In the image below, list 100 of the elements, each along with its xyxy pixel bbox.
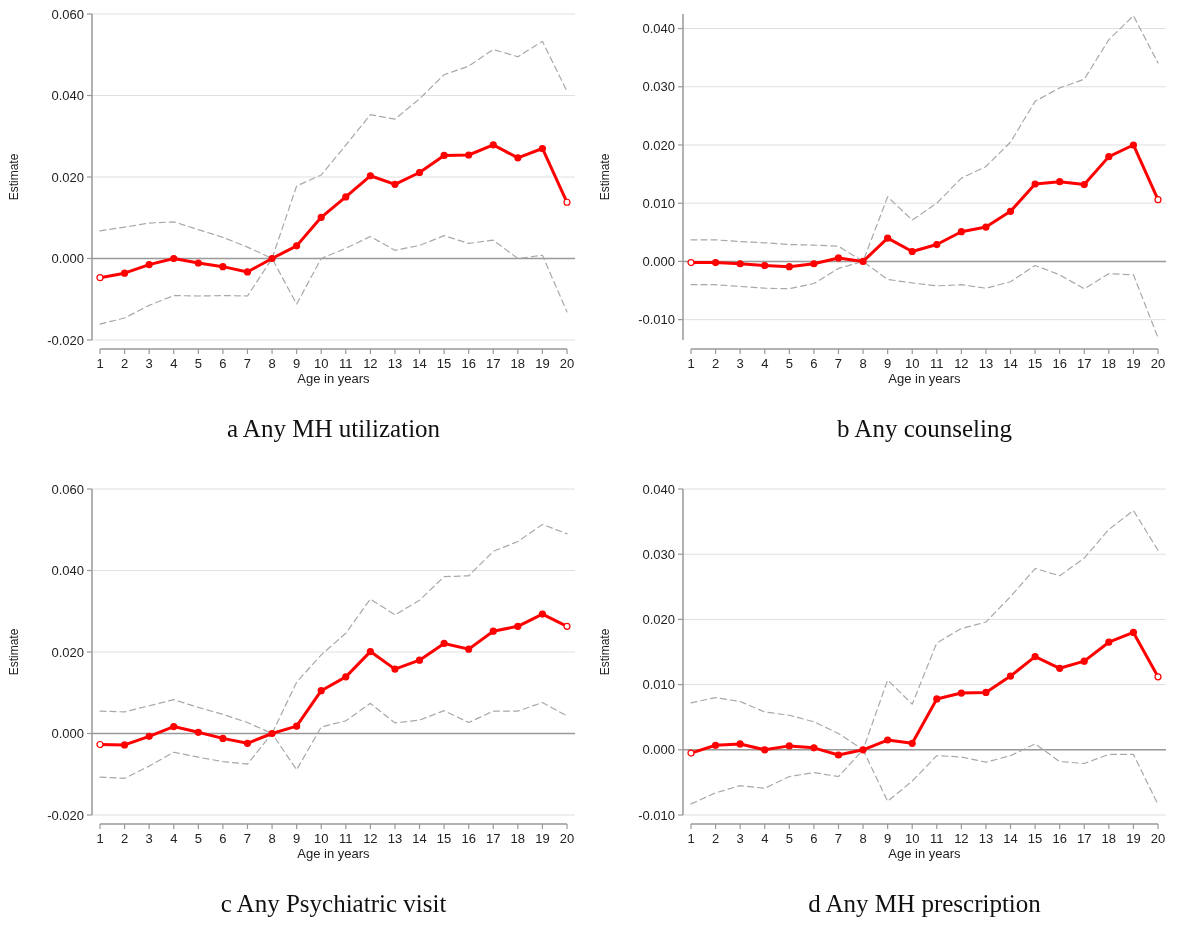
point [884,234,892,242]
y-tick-label: 0.000 [642,253,675,269]
x-tick-label: 20 [1150,831,1166,846]
x-tick-label: 1 [96,831,104,846]
point [415,168,424,177]
x-tick-label: 20 [559,356,575,371]
y-axis-title: Estimate [598,628,612,676]
point [342,673,350,681]
point [1154,673,1162,681]
x-tick-label: 17 [1077,356,1092,371]
x-tick-label: 15 [436,356,452,371]
x-tick-label: 8 [268,831,276,846]
point [1129,141,1138,149]
y-tick-label: 0.030 [642,79,675,95]
x-axis-title: Age in years [888,371,962,386]
point [1031,652,1039,661]
x-tick-label: 2 [120,831,129,846]
x-tick-label: 12 [954,356,969,371]
point [219,263,227,271]
x-tick-label: 8 [268,356,276,371]
x-tick-label: 8 [859,831,867,846]
point [96,740,104,749]
x-tick-label: 12 [363,356,378,371]
x-tick-label: 14 [412,356,427,371]
x-tick-label: 7 [243,831,252,846]
y-tick-label: 0.020 [642,137,675,153]
x-tick-label: 3 [736,356,744,371]
point [859,257,867,266]
point [908,247,916,256]
line-series [99,701,568,779]
line-series [99,235,568,325]
x-tick-label: 19 [535,831,550,846]
point [243,268,252,276]
line-series [99,523,568,735]
point [1105,153,1113,161]
point [859,746,867,754]
point [538,144,547,153]
point [293,722,301,730]
y-tick-label: 0.020 [51,644,84,660]
x-tick-label: 16 [461,831,476,846]
x-tick-label: 9 [293,831,301,846]
point [268,729,276,738]
x-tick-label: 16 [1052,831,1067,846]
x-tick-label: 11 [339,356,353,371]
point [465,645,473,653]
text: a Any MH utilization [226,415,441,442]
point [342,193,350,201]
x-tick-label: 18 [1101,356,1117,371]
point [145,261,153,269]
point [514,622,522,630]
point [1006,672,1015,680]
point [785,263,793,271]
point [120,741,129,749]
x-tick-label: 13 [387,831,403,846]
x-tick-label: 2 [120,356,129,371]
x-tick-label: 2 [711,831,720,846]
y-tick-label: 0.040 [51,563,84,579]
y-tick-label: -0.020 [47,807,84,823]
point [391,665,399,673]
x-tick-label: 14 [1003,831,1018,846]
text: d Any MH prescription [808,890,1042,917]
y-tick-label: 0.010 [642,195,675,211]
x-axis-title: Age in years [297,371,371,386]
point [1105,638,1113,646]
point [563,198,571,206]
y-tick-label: -0.020 [47,332,84,348]
point [440,639,448,648]
x-tick-label: 5 [194,356,202,371]
point [761,261,769,270]
x-tick-label: 19 [1126,831,1141,846]
x-tick-label: 4 [170,831,178,846]
point [982,223,990,231]
point [317,213,325,221]
point [489,141,497,149]
y-tick-label: 0.020 [642,611,675,627]
x-tick-label: 14 [1003,356,1018,371]
x-tick-label: 6 [219,356,227,371]
y-axis-title: Estimate [7,628,21,676]
line-series [690,743,1159,806]
point [145,732,153,740]
x-tick-label: 15 [1027,356,1043,371]
x-tick-label: 12 [363,831,378,846]
x-tick-label: 8 [859,356,867,371]
point [933,240,941,249]
x-tick-label: 16 [461,356,476,371]
x-tick-label: 4 [761,356,769,371]
y-tick-label: -0.010 [638,807,675,823]
y-tick-label: 0.010 [642,677,675,693]
point [1056,178,1064,186]
x-tick-label: 18 [1101,831,1117,846]
y-tick-label: 0.060 [51,481,84,497]
point [268,254,276,263]
x-tick-label: 10 [904,831,920,846]
x-tick-label: 1 [96,356,104,371]
x-tick-label: 6 [219,831,227,846]
point [711,258,720,267]
point [391,180,399,188]
x-tick-label: 1 [687,831,695,846]
x-tick-label: 7 [243,356,252,371]
point [1129,628,1138,637]
